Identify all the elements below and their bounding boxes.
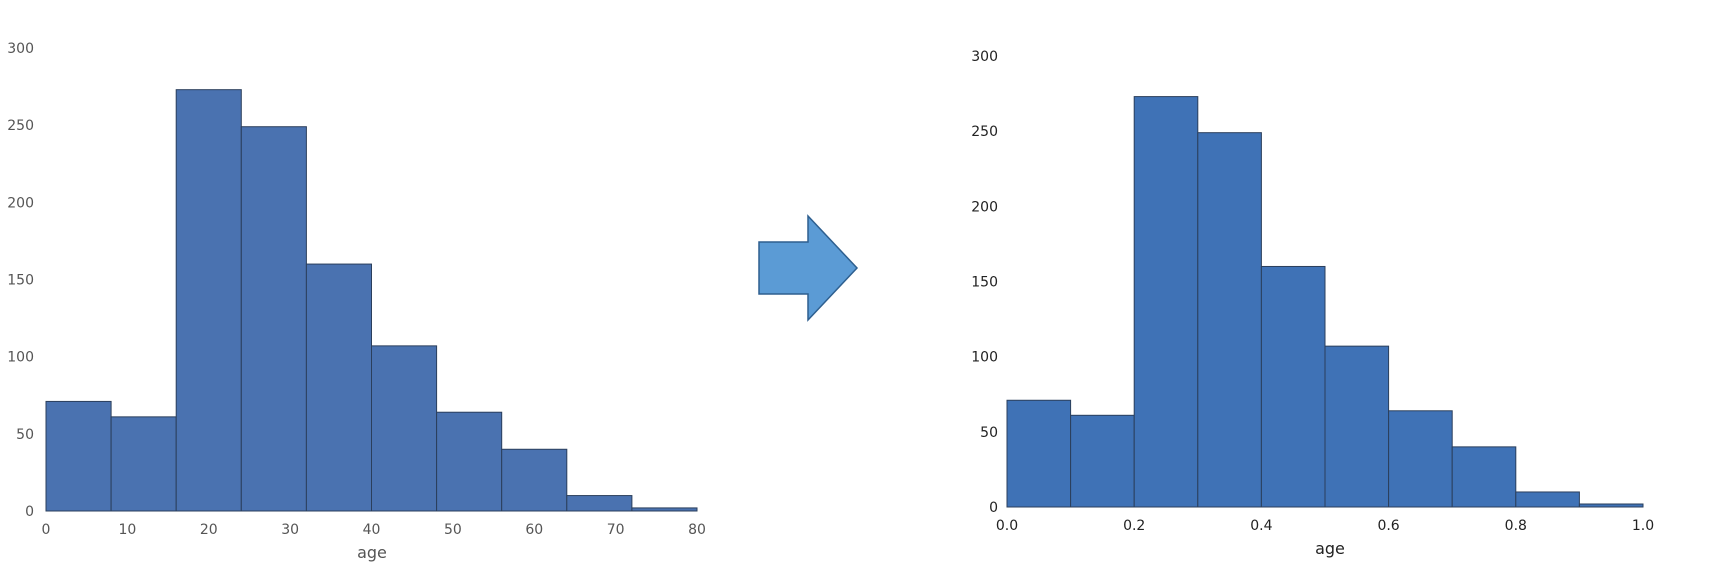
histogram-bar bbox=[240, 126, 307, 512]
right-x-axis-label: age bbox=[1315, 539, 1345, 558]
x-tick-label: 0.2 bbox=[1123, 518, 1145, 534]
histogram-bar bbox=[110, 416, 177, 512]
x-tick-label: 70 bbox=[607, 522, 625, 538]
x-tick-label: 0.6 bbox=[1377, 518, 1399, 534]
y-tick-label: 150 bbox=[7, 273, 34, 289]
histogram-bar bbox=[305, 263, 372, 512]
histogram-bar bbox=[1197, 132, 1262, 508]
histogram-bar bbox=[1515, 491, 1580, 508]
arrow-shape bbox=[758, 214, 859, 322]
y-tick-label: 200 bbox=[971, 199, 998, 215]
histogram-bar bbox=[45, 400, 112, 512]
y-tick-label: 100 bbox=[971, 350, 998, 366]
histogram-bar bbox=[566, 495, 633, 512]
y-tick-label: 0 bbox=[989, 500, 998, 516]
x-tick-label: 50 bbox=[444, 522, 462, 538]
x-tick-label: 0.8 bbox=[1505, 518, 1527, 534]
x-tick-label: 20 bbox=[200, 522, 218, 538]
y-tick-label: 100 bbox=[7, 350, 34, 366]
histogram-bar bbox=[1324, 345, 1390, 508]
histogram-bar bbox=[436, 411, 503, 512]
histogram-bar bbox=[631, 507, 698, 512]
x-tick-label: 80 bbox=[688, 522, 706, 538]
y-tick-label: 50 bbox=[980, 425, 998, 441]
x-tick-label: 0.0 bbox=[996, 518, 1018, 534]
histogram-bar bbox=[1451, 446, 1517, 508]
histogram-bar bbox=[1070, 414, 1135, 508]
x-tick-label: 0 bbox=[42, 522, 51, 538]
histogram-bar bbox=[1578, 503, 1644, 508]
x-tick-label: 30 bbox=[281, 522, 299, 538]
x-tick-label: 40 bbox=[363, 522, 381, 538]
y-tick-label: 250 bbox=[971, 124, 998, 140]
y-tick-label: 50 bbox=[16, 427, 34, 443]
histogram-bar bbox=[501, 448, 568, 512]
histogram-bar bbox=[1133, 96, 1199, 508]
histogram-bar bbox=[1388, 410, 1453, 508]
left-x-axis-label: age bbox=[357, 543, 387, 562]
x-tick-label: 1.0 bbox=[1632, 518, 1654, 534]
x-tick-label: 60 bbox=[525, 522, 543, 538]
histogram-bar bbox=[1006, 399, 1072, 508]
left-histogram-chart: 0 50 100 150 200 250 300 0 10 20 30 40 50 60 70 80 age bbox=[7, 41, 706, 562]
y-tick-label: 300 bbox=[971, 49, 998, 65]
y-tick-label: 300 bbox=[7, 41, 34, 57]
x-tick-label: 0.4 bbox=[1250, 518, 1272, 534]
x-tick-label: 10 bbox=[118, 522, 136, 538]
right-histogram-chart: 0 50 100 150 200 250 300 0.0 0.2 0.4 0.6 0.8 1.0 ag… bbox=[971, 49, 1654, 558]
histogram-bar bbox=[371, 345, 438, 512]
y-tick-label: 150 bbox=[971, 275, 998, 291]
y-tick-label: 250 bbox=[7, 118, 34, 134]
histogram-bar bbox=[175, 89, 242, 512]
histogram-bar bbox=[1260, 265, 1326, 508]
y-tick-label: 0 bbox=[25, 504, 34, 520]
y-tick-label: 200 bbox=[7, 195, 34, 211]
